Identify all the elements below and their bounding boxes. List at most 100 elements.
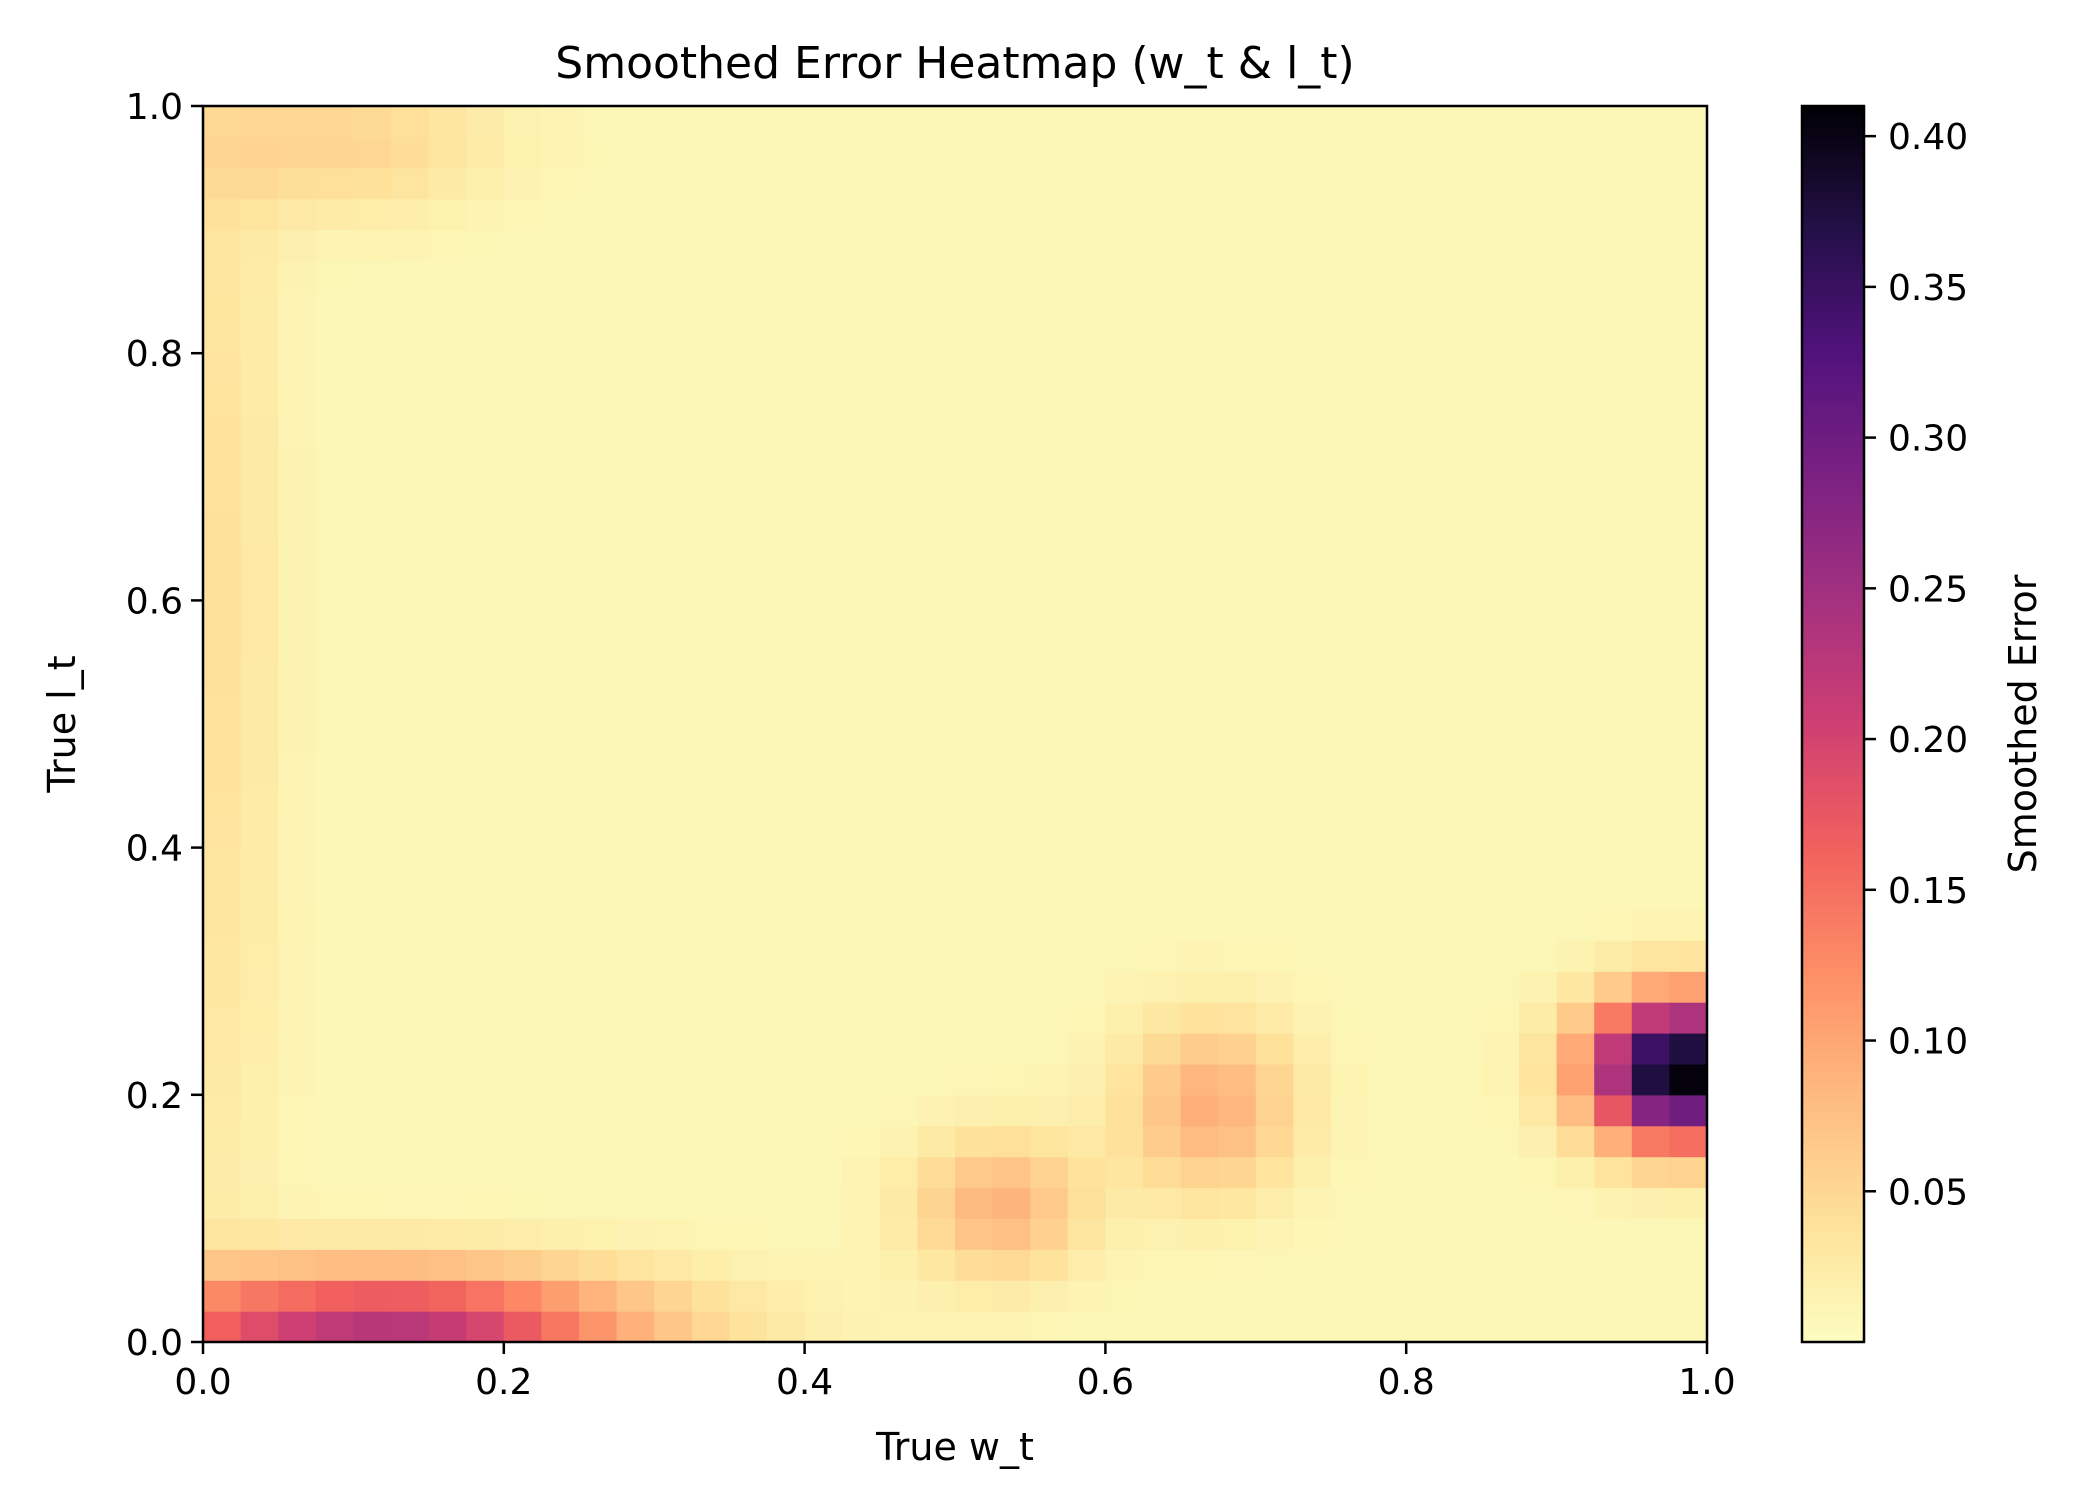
heatmap-cell (842, 384, 881, 416)
heatmap-cell (842, 106, 881, 138)
heatmap-cell (1368, 1033, 1407, 1065)
heatmap-cell (1143, 1002, 1182, 1034)
heatmap-cell (616, 1187, 655, 1219)
heatmap-cell (503, 106, 542, 138)
colorbar-tick-label: 0.35 (1888, 268, 1968, 309)
heatmap-cell (203, 1002, 242, 1034)
heatmap-cell (1331, 816, 1370, 849)
heatmap-cell (917, 631, 956, 663)
heatmap-cell (767, 569, 806, 601)
heatmap-cell (1180, 1033, 1219, 1065)
heatmap-cell (1406, 476, 1445, 509)
heatmap-cell (1594, 1156, 1633, 1189)
heatmap-cell (842, 971, 881, 1003)
heatmap-cell (1180, 1125, 1219, 1158)
heatmap-cell (917, 1280, 956, 1312)
heatmap-cell (203, 229, 242, 262)
heatmap-cell (654, 538, 693, 571)
heatmap-cell (691, 1094, 730, 1127)
heatmap-cell (1293, 291, 1332, 323)
heatmap-cell (1180, 445, 1219, 478)
heatmap-cell (1143, 785, 1182, 818)
heatmap-cell (1331, 1125, 1370, 1158)
heatmap-cell (1519, 538, 1558, 571)
heatmap-cell (1218, 538, 1257, 571)
heatmap-cell (1669, 476, 1708, 509)
heatmap-cell (1669, 600, 1708, 632)
y-tick-label: 0.8 (126, 334, 183, 375)
heatmap-cell (1481, 476, 1520, 509)
heatmap-cell (1443, 507, 1482, 540)
heatmap-cell (278, 724, 317, 756)
heatmap-cell (1368, 1218, 1407, 1250)
heatmap-cell (1143, 693, 1182, 725)
heatmap-cell (842, 1280, 881, 1312)
heatmap-cell (879, 1125, 918, 1158)
heatmap-cell (1030, 384, 1069, 416)
heatmap-cell (1180, 198, 1219, 231)
heatmap-cell (541, 785, 580, 818)
heatmap-cell (616, 507, 655, 540)
heatmap-cell (1519, 940, 1558, 972)
heatmap-cell (1030, 1249, 1069, 1281)
heatmap-cell (1406, 847, 1445, 880)
heatmap-cell (1631, 1249, 1670, 1281)
heatmap-cell (729, 384, 768, 416)
heatmap-cell (1406, 1187, 1445, 1219)
heatmap-cell (203, 136, 242, 169)
heatmap-cell (1180, 724, 1219, 756)
heatmap-cell (1594, 724, 1633, 756)
heatmap-cell (1406, 600, 1445, 632)
heatmap-cell (729, 476, 768, 509)
heatmap-cell (1519, 353, 1558, 385)
heatmap-cell (428, 1002, 467, 1034)
heatmap-cell (315, 1094, 354, 1127)
heatmap-cell (391, 1249, 430, 1281)
heatmap-cell (1669, 724, 1708, 756)
heatmap-cell (1030, 940, 1069, 972)
heatmap-cell (1030, 1094, 1069, 1127)
heatmap-cell (917, 291, 956, 323)
heatmap-cell (391, 909, 430, 941)
heatmap-cell (1255, 291, 1294, 323)
heatmap-cell (1481, 1002, 1520, 1034)
heatmap-cell (353, 476, 392, 509)
heatmap-cell (1406, 198, 1445, 231)
heatmap-cell (1556, 631, 1595, 663)
heatmap-cell (992, 1218, 1031, 1250)
heatmap-cell (1406, 662, 1445, 694)
heatmap-cell (1669, 909, 1708, 941)
heatmap-cell (1443, 1063, 1482, 1096)
heatmap-cell (315, 384, 354, 416)
heatmap-cell (1594, 569, 1633, 601)
heatmap-cell (842, 785, 881, 818)
heatmap-cell (729, 538, 768, 571)
heatmap-cell (1105, 1033, 1144, 1065)
heatmap-cell (1180, 754, 1219, 787)
heatmap-cell (1030, 1033, 1069, 1065)
heatmap-cell (278, 353, 317, 385)
heatmap-cell (1143, 1311, 1182, 1343)
heatmap-cell (1519, 1033, 1558, 1065)
heatmap-cell (992, 1033, 1031, 1065)
heatmap-cell (1519, 229, 1558, 262)
heatmap-cell (1255, 724, 1294, 756)
heatmap-cell (1556, 1033, 1595, 1065)
heatmap-cell (503, 384, 542, 416)
heatmap-cell (879, 909, 918, 941)
heatmap-cell (1105, 631, 1144, 663)
heatmap-cell (1556, 785, 1595, 818)
heatmap-cell (955, 415, 994, 447)
heatmap-cell (1180, 260, 1219, 292)
heatmap-cell (1293, 600, 1332, 632)
heatmap-cell (879, 198, 918, 231)
heatmap-cell (391, 291, 430, 323)
heatmap-cell (503, 1249, 542, 1281)
heatmap-cell (353, 785, 392, 818)
heatmap-cell (729, 754, 768, 787)
heatmap-cell (767, 1063, 806, 1096)
heatmap-cell (353, 600, 392, 632)
heatmap-cell (203, 1280, 242, 1312)
heatmap-cell (1143, 1033, 1182, 1065)
heatmap-cell (1331, 260, 1370, 292)
